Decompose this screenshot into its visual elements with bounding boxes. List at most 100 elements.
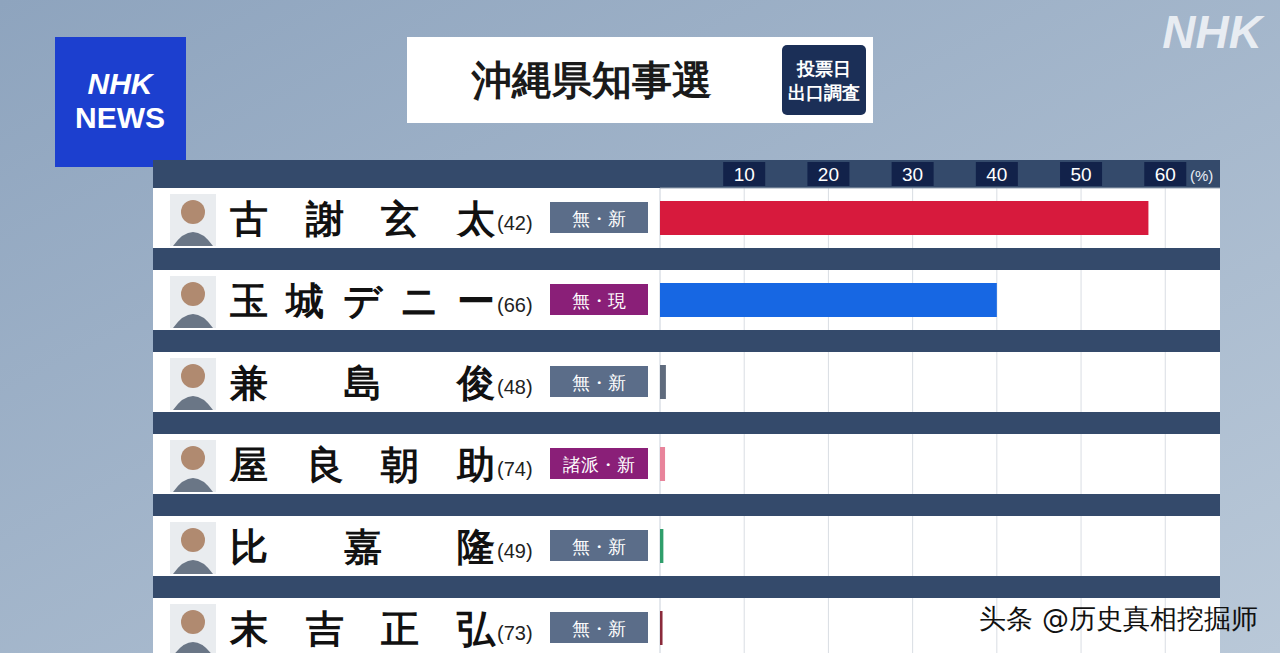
photo [170,522,216,574]
candidate-name: 玉城デニー [230,279,495,323]
photo-body [173,642,213,653]
grid-line [1081,434,1082,494]
affiliation-badge [550,366,648,397]
grid-line [1165,516,1166,576]
row [153,188,1220,248]
candidate-name: 古謝玄太 [230,197,496,241]
candidate-age: (49) [497,540,533,562]
photo-body [173,478,213,492]
photo-head [181,446,205,470]
bar [660,529,663,563]
grid-line [1165,352,1166,412]
tick-label: 20 [818,164,839,185]
candidate-name: 末吉正弘 [229,607,496,651]
rows [153,188,1220,653]
affiliation: 無・現 [572,290,626,311]
logo-box [55,37,186,167]
row [153,270,1220,330]
affiliation-badge [550,202,648,233]
candidate-age: (66) [497,294,533,316]
grid-line [828,434,829,494]
candidate-name: 比嘉隆 [230,525,495,569]
grid-line [912,516,913,576]
grid-line [744,516,745,576]
grid-line [744,352,745,412]
affiliation: 無・新 [572,208,626,229]
tick-box [976,162,1018,186]
photo-body [173,396,213,410]
title-box [407,37,873,123]
photo-bg [170,604,216,653]
candidate-name: 屋良朝助 [229,443,495,487]
photo-head [181,200,205,224]
logo-line: NHK [88,67,155,100]
tick-box [1144,162,1186,186]
bar [660,283,997,317]
bar [660,611,663,645]
tick-label: 30 [902,164,923,185]
candidate-age: (48) [497,376,533,398]
photo [170,440,216,492]
grid-line [912,598,913,653]
axis-line [660,188,1220,189]
candidate-age: (73) [497,622,533,644]
photo-head [181,282,205,306]
photo-bg [170,358,216,410]
logo: NHKNEWS [75,67,165,134]
photo [170,358,216,410]
tick-label: 10 [734,164,755,185]
photo [170,194,216,246]
photo-bg [170,276,216,328]
affiliation: 無・新 [572,372,626,393]
photo-body [173,232,213,246]
photo-bg [170,440,216,492]
row [153,516,1220,576]
bar [660,365,666,399]
grid-line [912,352,913,412]
candidate-name: 兼島俊 [229,361,495,405]
grid-line [828,516,829,576]
candidate-age: (74) [497,458,533,480]
photo-body [173,560,213,574]
bar [660,201,1148,235]
background [0,0,1280,653]
chart: NHKNEWSNHK沖縄県知事選投票日出口調査102030405060(%)古謝… [0,0,1280,653]
logo-line: NEWS [75,101,165,134]
tick-label: 40 [986,164,1007,185]
affiliation-badge [550,448,648,479]
axis-label: (%) [1190,167,1213,184]
photo [170,604,216,653]
affiliation-badge [550,284,648,315]
subtitle-badge [782,45,866,115]
subtitle-line: 出口調査 [788,82,860,103]
photo [170,276,216,328]
grid-line [996,434,997,494]
candidate-age: (42) [497,212,533,234]
tick-box [1060,162,1102,186]
row [153,352,1220,412]
affiliation: 無・新 [572,536,626,557]
grid-line [1165,188,1166,248]
grid-line [1165,270,1166,330]
photo-body [173,314,213,328]
grid-line [996,516,997,576]
bar [660,447,665,481]
grid-line [1081,270,1082,330]
panel [153,160,1220,653]
photo-bg [170,522,216,574]
tick-box [892,162,934,186]
photo-head [181,364,205,388]
tick-label: 60 [1155,164,1176,185]
affiliation-badge [550,612,648,643]
grid-line [828,352,829,412]
grid-line [1081,516,1082,576]
grid-line [744,598,745,653]
grid-line [744,434,745,494]
tick-box [807,162,849,186]
grid-line [828,598,829,653]
affiliation: 諸派・新 [563,454,635,475]
bars [660,201,1148,645]
title: 沖縄県知事選 [471,57,712,103]
photo-head [181,610,205,634]
subtitle-line: 投票日 [796,58,851,79]
